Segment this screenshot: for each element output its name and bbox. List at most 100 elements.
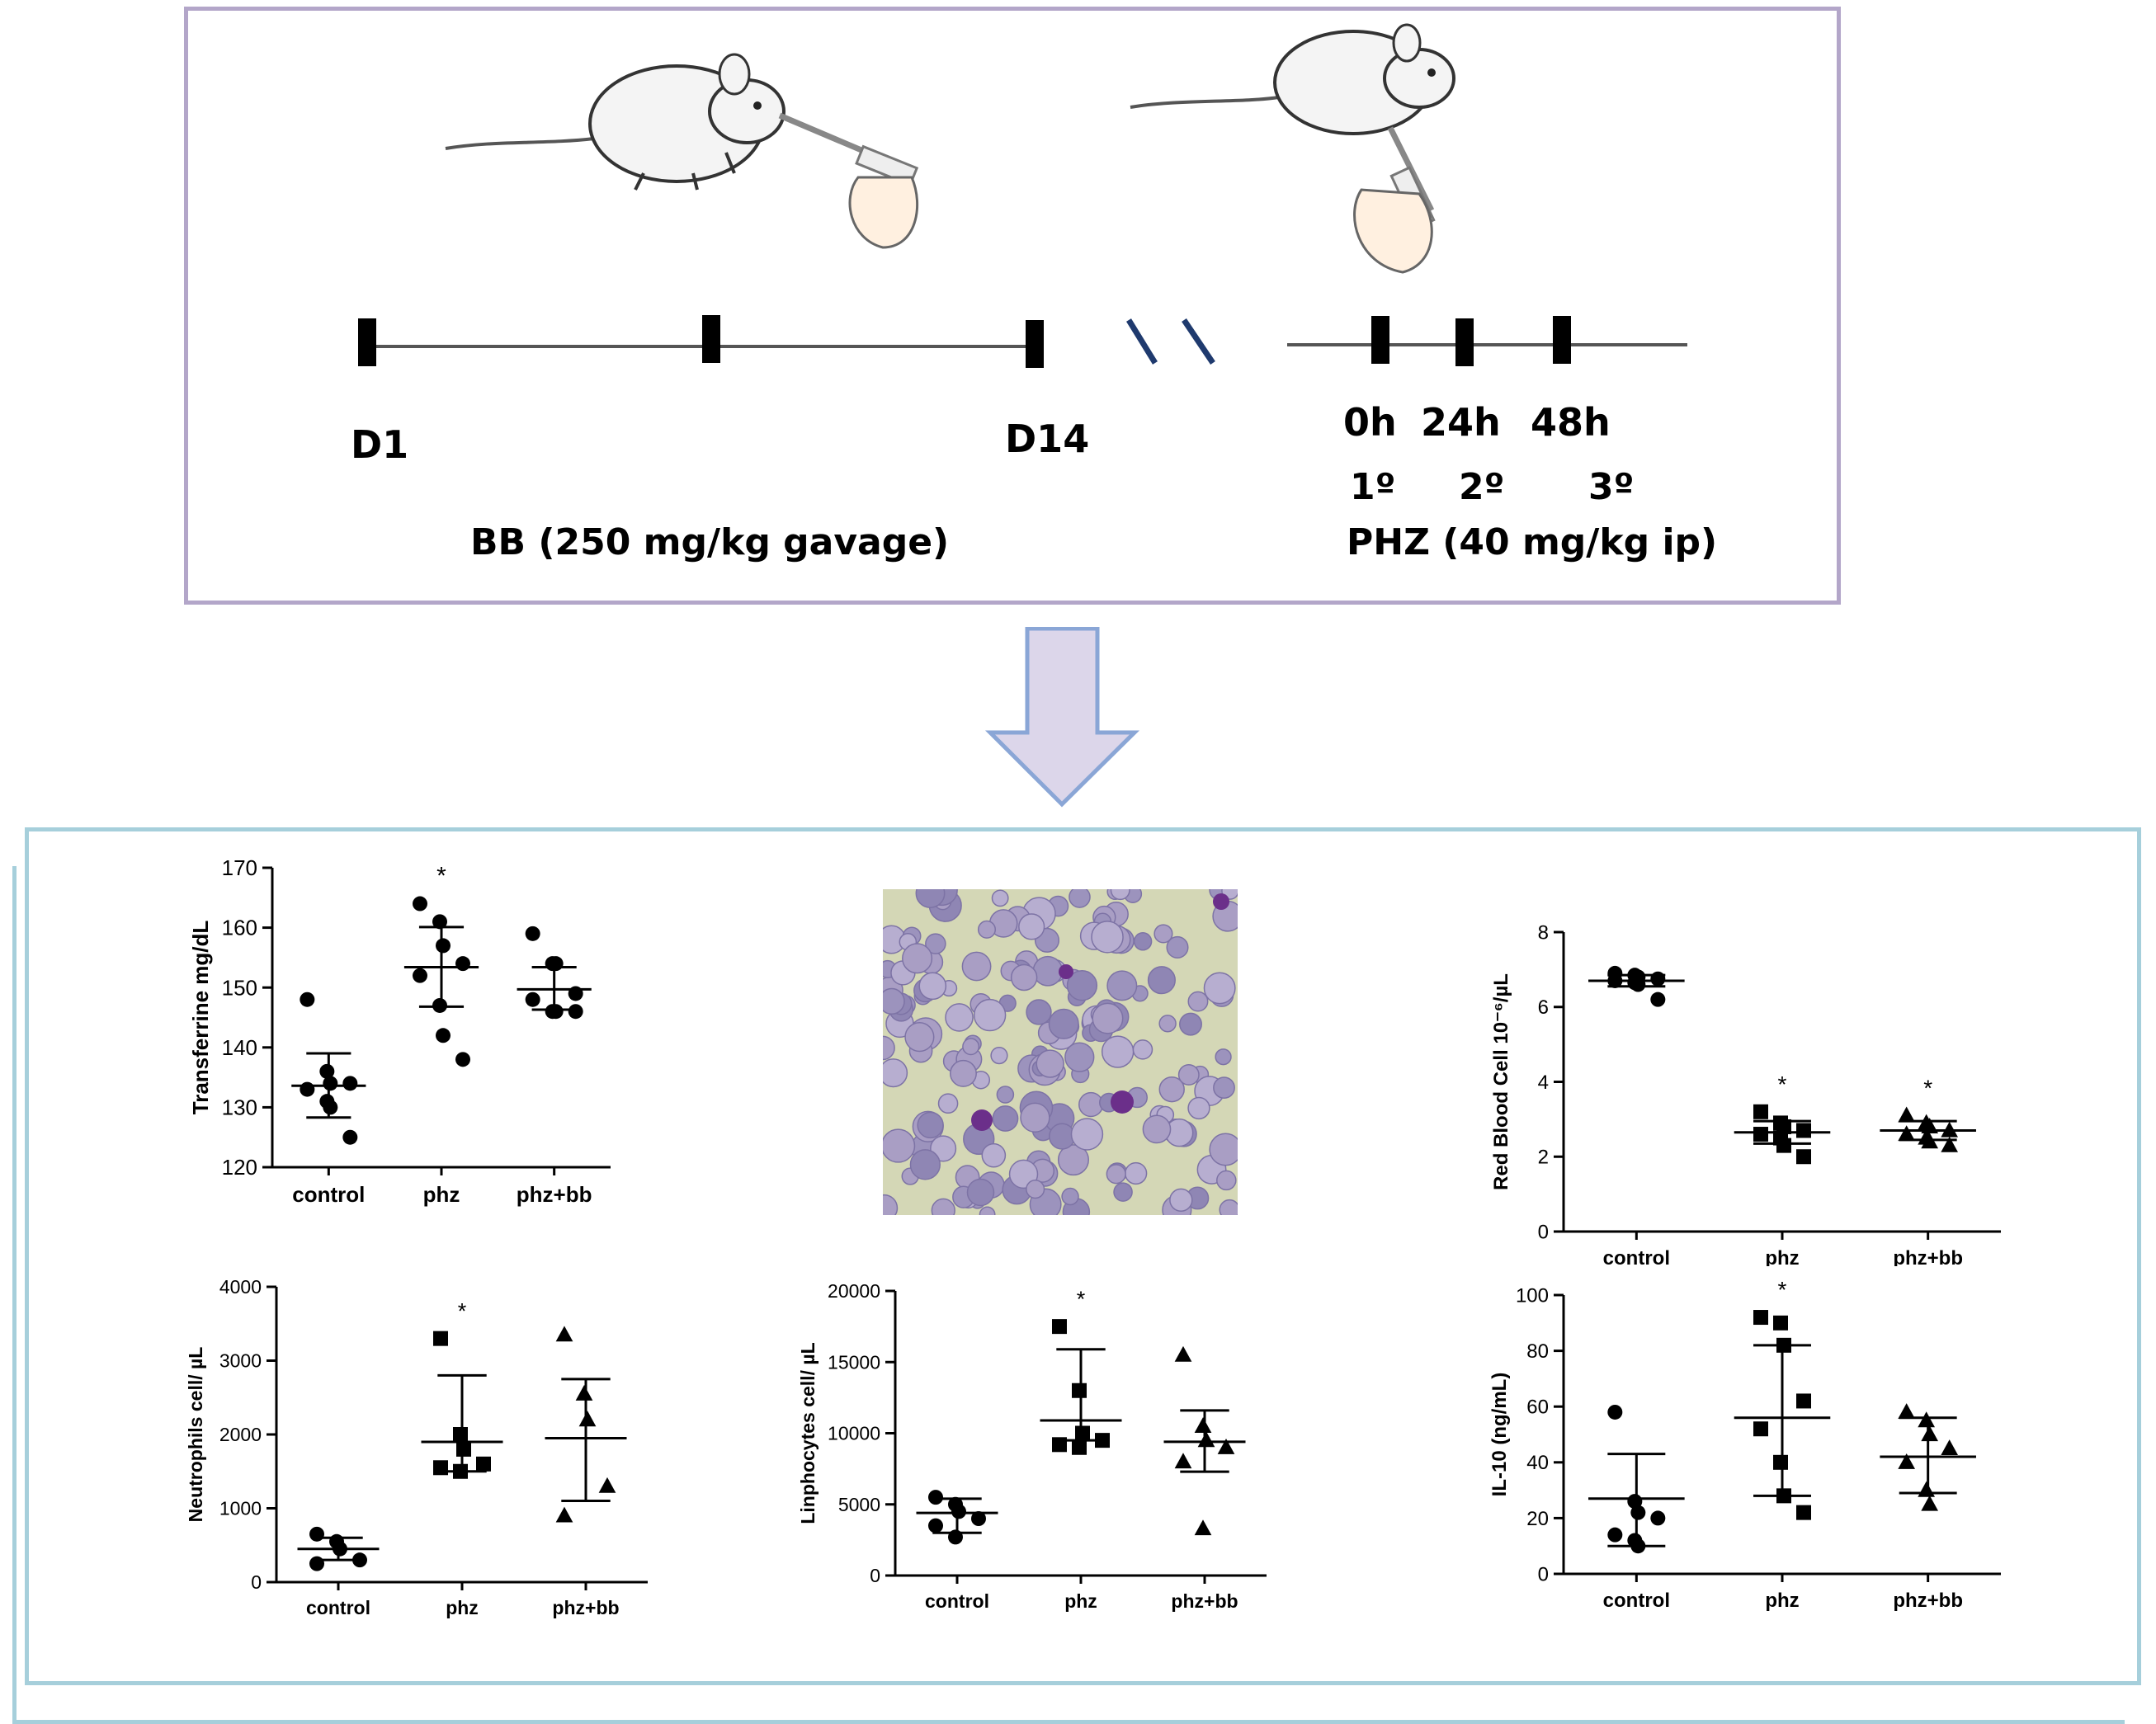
series-points bbox=[1753, 1310, 1811, 1520]
x-tick-label: phz bbox=[1765, 1247, 1799, 1266]
erythrocyte bbox=[1203, 972, 1236, 1005]
y-axis-label: Red Blood Cell 10⁻⁶/µL bbox=[1490, 973, 1512, 1190]
erythrocyte bbox=[1066, 970, 1098, 1001]
erythrocyte bbox=[909, 1149, 941, 1180]
y-tick-label: 6 bbox=[1538, 996, 1549, 1019]
series-points bbox=[300, 992, 358, 1145]
erythrocyte bbox=[1158, 1076, 1185, 1103]
chart-lymphocytes: 0 5000 10000 15000 20000 Linphocytes cell/ µL… bbox=[797, 1280, 1267, 1612]
erythrocyte bbox=[1213, 1076, 1235, 1100]
leukocyte bbox=[1059, 964, 1073, 979]
data-point bbox=[1072, 1439, 1087, 1455]
data-point bbox=[1796, 1123, 1811, 1138]
erythrocyte bbox=[990, 1046, 1008, 1065]
erythrocyte bbox=[883, 1058, 908, 1088]
data-point bbox=[1194, 1417, 1212, 1433]
significance-mark: * bbox=[1778, 1277, 1787, 1302]
erythrocyte bbox=[1110, 889, 1130, 901]
label-48h: 48h bbox=[1531, 400, 1611, 445]
data-point bbox=[578, 1411, 597, 1427]
data-point bbox=[1630, 1505, 1646, 1520]
x-tick-label: phz+bb bbox=[552, 1597, 619, 1618]
y-tick-label: 160 bbox=[222, 916, 257, 940]
significance-mark: * bbox=[1778, 1072, 1787, 1097]
data-point bbox=[525, 992, 540, 1007]
y-tick-label: 20000 bbox=[828, 1280, 880, 1302]
erythrocyte bbox=[1166, 935, 1189, 959]
data-point bbox=[436, 938, 451, 954]
erythrocyte bbox=[992, 1105, 1019, 1132]
results-panel-shadow bbox=[12, 866, 2125, 1724]
x-tick-label: phz bbox=[1064, 1590, 1097, 1612]
y-tick-label: 0 bbox=[1538, 1563, 1549, 1585]
erythrocyte bbox=[1125, 1161, 1148, 1185]
data-point bbox=[951, 1504, 966, 1519]
x-tick-label: control bbox=[306, 1597, 370, 1618]
erythrocyte bbox=[902, 943, 933, 974]
y-tick-label: 40 bbox=[1526, 1452, 1549, 1474]
significance-mark: * bbox=[436, 863, 446, 890]
protocol-illustration bbox=[358, 23, 1687, 368]
data-point bbox=[1650, 992, 1666, 1007]
erythrocyte bbox=[1061, 1187, 1079, 1206]
data-point bbox=[309, 1556, 324, 1571]
erythrocyte bbox=[1132, 1039, 1153, 1060]
data-point bbox=[342, 1129, 358, 1145]
erythrocyte bbox=[1142, 1114, 1172, 1144]
data-point bbox=[323, 1076, 338, 1091]
label-d1: D1 bbox=[351, 422, 409, 467]
y-tick-label: 0 bbox=[1538, 1221, 1549, 1243]
data-point bbox=[555, 1326, 573, 1342]
data-point bbox=[598, 1477, 616, 1493]
erythrocyte bbox=[918, 972, 947, 1001]
x-tick-label: control bbox=[292, 1182, 365, 1207]
series-points bbox=[1174, 1345, 1235, 1536]
y-tick-label: 2 bbox=[1538, 1147, 1549, 1169]
label-dose-1: 1º bbox=[1350, 466, 1396, 508]
data-point bbox=[436, 1028, 451, 1043]
x-tick-label: phz bbox=[423, 1182, 460, 1207]
tick-24h bbox=[1455, 318, 1474, 366]
y-tick-label: 130 bbox=[222, 1095, 257, 1120]
significance-mark: * bbox=[1077, 1287, 1086, 1312]
data-point bbox=[1918, 1481, 1936, 1497]
erythrocyte bbox=[961, 951, 992, 982]
erythrocyte bbox=[977, 920, 997, 939]
data-point bbox=[432, 914, 447, 930]
break-mark bbox=[1126, 318, 1158, 365]
erythrocyte bbox=[1101, 1035, 1135, 1068]
series-points bbox=[433, 1331, 491, 1479]
data-point bbox=[453, 1427, 468, 1442]
chart-neutrophils: 0 1000 2000 3000 4000 Neutrophils cell/ µL con… bbox=[186, 1276, 648, 1618]
data-point bbox=[1796, 1393, 1811, 1409]
data-point bbox=[1194, 1519, 1212, 1536]
data-point bbox=[323, 1100, 338, 1115]
x-tick-label: control bbox=[1603, 1247, 1670, 1266]
erythrocyte bbox=[1187, 991, 1209, 1012]
erythrocyte bbox=[945, 1003, 974, 1032]
data-point bbox=[1753, 1421, 1768, 1437]
data-point bbox=[1072, 1382, 1087, 1398]
blood-smear-image bbox=[883, 889, 1238, 1215]
data-point bbox=[1607, 1527, 1623, 1543]
erythrocyte bbox=[931, 1198, 955, 1215]
data-point bbox=[928, 1490, 943, 1505]
data-point bbox=[548, 956, 564, 972]
data-point bbox=[525, 926, 540, 941]
data-point bbox=[456, 1441, 471, 1457]
x-tick-label: control bbox=[1603, 1590, 1670, 1612]
down-arrow-icon bbox=[984, 627, 1140, 808]
data-point bbox=[300, 992, 315, 1007]
erythrocyte bbox=[1113, 1182, 1133, 1202]
series-points bbox=[1607, 1404, 1666, 1554]
erythrocyte bbox=[1091, 921, 1124, 954]
erythrocyte bbox=[996, 1086, 1015, 1104]
erythrocyte bbox=[1010, 963, 1038, 992]
y-tick-label: 2000 bbox=[219, 1424, 262, 1445]
data-point bbox=[548, 1004, 564, 1020]
erythrocyte bbox=[904, 1022, 935, 1053]
data-point bbox=[1776, 1119, 1791, 1134]
erythrocyte bbox=[1187, 1096, 1210, 1120]
erythrocyte bbox=[1179, 1012, 1202, 1036]
x-tick-label: phz bbox=[446, 1597, 479, 1618]
